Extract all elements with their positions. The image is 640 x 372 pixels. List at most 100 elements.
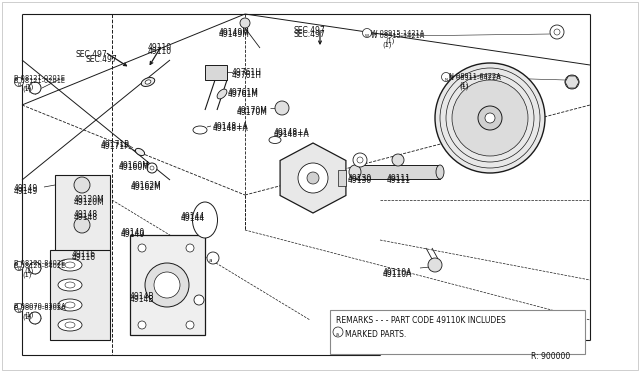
Text: B 08120-8402E: B 08120-8402E [14,260,65,266]
Bar [50,250,110,340]
Text: N 08911-6422A: N 08911-6422A [449,73,500,79]
Text: 49148+A: 49148+A [213,124,249,133]
Circle shape [428,258,442,272]
Text: 49148+A: 49148+A [274,128,310,137]
Circle shape [15,262,24,270]
Circle shape [550,25,564,39]
Circle shape [29,82,41,94]
Text: (1): (1) [22,313,31,320]
Text: B: B [17,266,20,272]
Text: 49162M: 49162M [131,181,162,190]
Bar [355,165,440,179]
Text: (1): (1) [459,83,468,90]
Text: MARKED PARTS.: MARKED PARTS. [345,330,406,339]
Text: 49110: 49110 [148,47,172,56]
Ellipse shape [145,80,151,84]
Text: 49171P: 49171P [101,140,130,149]
Text: SEC.497: SEC.497 [294,30,326,39]
Text: 49149: 49149 [14,184,38,193]
Ellipse shape [193,202,218,238]
Ellipse shape [65,282,75,288]
Polygon shape [565,76,579,88]
Bar [130,235,205,335]
Text: 49116: 49116 [72,253,96,262]
Text: 49110A: 49110A [383,268,412,277]
Text: 49111: 49111 [387,174,411,183]
Text: R: 900000: R: 900000 [531,352,570,361]
Text: 49171P: 49171P [101,142,130,151]
Circle shape [29,262,41,274]
Text: W 08915-1421A: W 08915-1421A [371,30,424,36]
Text: 49148: 49148 [74,210,98,219]
Circle shape [145,263,189,307]
Text: (1): (1) [459,81,468,87]
Text: N 08911-6422A: N 08911-6422A [449,75,500,81]
Text: (1): (1) [24,268,33,275]
Ellipse shape [193,126,207,134]
Ellipse shape [58,299,82,311]
Polygon shape [280,143,346,213]
Text: 4914B: 4914B [130,292,154,301]
Ellipse shape [436,165,444,179]
Text: 49149M: 49149M [219,30,250,39]
Text: 49149: 49149 [14,187,38,196]
Text: 49140: 49140 [121,230,145,239]
Text: SEC.497: SEC.497 [294,26,326,35]
Text: 49761M: 49761M [228,88,259,97]
Circle shape [452,80,528,156]
Text: B 08121-0201E: B 08121-0201E [14,78,65,84]
Text: SEC.497: SEC.497 [75,50,107,59]
Text: a: a [335,333,339,337]
Circle shape [138,244,146,252]
Text: 49761H: 49761H [232,71,262,80]
Text: 49170M: 49170M [237,106,268,115]
Text: B: B [17,308,20,314]
Circle shape [29,312,41,324]
Text: B 08070-8302A: B 08070-8302A [14,305,66,311]
Text: (1): (1) [24,83,33,90]
Circle shape [186,244,194,252]
Circle shape [207,252,219,264]
Circle shape [194,295,204,305]
Text: 49761H: 49761H [232,68,262,77]
Bar [205,65,227,80]
Ellipse shape [141,77,155,86]
Circle shape [275,101,289,115]
Ellipse shape [136,148,145,155]
Bar [338,170,346,186]
Circle shape [353,153,367,167]
Circle shape [138,321,146,329]
Circle shape [15,304,24,312]
Circle shape [362,29,371,38]
Circle shape [435,63,545,173]
Circle shape [554,29,560,35]
Circle shape [298,163,328,193]
Bar [55,175,110,255]
Text: 49148+A: 49148+A [213,122,249,131]
Text: 49170M: 49170M [237,108,268,117]
Ellipse shape [65,262,75,268]
Circle shape [485,113,495,123]
Ellipse shape [349,165,361,179]
Text: N: N [445,78,447,82]
Circle shape [150,166,154,170]
Text: 49111: 49111 [387,176,411,185]
Text: 49120M: 49120M [74,198,105,207]
Circle shape [154,272,180,298]
Text: W 08915-1421A: W 08915-1421A [371,33,424,39]
Ellipse shape [65,322,75,328]
Circle shape [15,77,24,87]
Circle shape [392,154,404,166]
Text: 49148+A: 49148+A [274,130,310,139]
Circle shape [478,106,502,130]
Ellipse shape [58,319,82,331]
Text: 49116: 49116 [72,250,96,259]
Text: 49144: 49144 [181,214,205,223]
Text: (1): (1) [385,38,394,45]
Circle shape [74,217,90,233]
Text: SEC.497: SEC.497 [85,55,116,64]
Text: REMARKS - - - PART CODE 49110K INCLUDES: REMARKS - - - PART CODE 49110K INCLUDES [336,316,506,325]
Text: B: B [17,83,20,87]
Circle shape [442,73,451,81]
Circle shape [357,157,363,163]
